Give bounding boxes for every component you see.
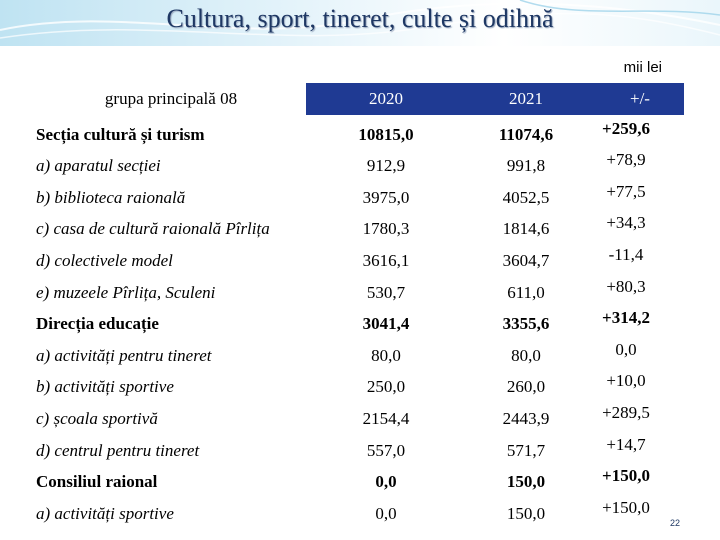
table-row: e) muzeele Pîrlița, Sculeni 530,7 611,0 +80… [0, 273, 720, 305]
table-row: a) aparatul secției 912,9 991,8 +78,9 [0, 147, 720, 179]
row-label: d) centrul pentru tineret [36, 440, 200, 460]
table-row: c) casa de cultură raională Pîrlița 1780,… [0, 210, 720, 242]
value-2021: 3604,7 [502, 250, 550, 270]
value-2020: 530,7 [366, 282, 406, 302]
value-2020: 3616,1 [362, 250, 410, 270]
value-2021: 2443,9 [502, 408, 550, 428]
table-row: Direcția educație 3041,4 3355,6 +314,2 [0, 305, 720, 337]
value-2020: 250,0 [366, 377, 406, 397]
value-diff: +80,3 [606, 276, 646, 296]
table-row: a) activități sportive 0,0 150,0 +150,0 [0, 494, 720, 526]
page-title: Cultura, sport, tineret, culte și odihnă [166, 4, 554, 33]
table-row: a) activități pentru tineret 80,0 80,0 0,0 [0, 336, 720, 368]
value-2020: 80,0 [371, 345, 401, 365]
page-number: 22 [669, 518, 680, 528]
value-2021: 260,0 [506, 377, 546, 397]
header-group-label: grupa principală 08 [104, 89, 238, 108]
table-row: d) centrul pentru tineret 557,0 571,7 +14,7 [0, 431, 720, 463]
value-diff: +14,7 [606, 434, 646, 454]
value-2021: 80,0 [511, 345, 541, 365]
table-row: b) biblioteca raională 3975,0 4052,5 +77,5 [0, 178, 720, 210]
header-group: grupa principală 08 [36, 83, 306, 115]
value-2021: 3355,6 [502, 314, 550, 334]
header-2020: 2020 [369, 89, 403, 108]
value-2020: 0,0 [375, 503, 397, 523]
table-row: Secția cultură și turism 10815,0 11074,6 +2… [0, 115, 720, 147]
value-2020: 912,9 [366, 156, 406, 176]
value-2020: 3041,4 [362, 314, 410, 334]
value-2021: 571,7 [506, 440, 546, 460]
header-2021: 2021 [509, 89, 543, 108]
value-diff: +77,5 [606, 181, 646, 201]
value-2021: 150,0 [506, 503, 546, 523]
title-band: Cultura, sport, tineret, culte și odihnă [0, 0, 720, 46]
table-row: d) colectivele model 3616,1 3604,7 -11,4 [0, 241, 720, 273]
row-label: Secția cultură și turism [36, 124, 205, 144]
value-2021: 150,0 [506, 472, 546, 492]
value-2021: 4052,5 [502, 187, 550, 207]
value-2021: 11074,6 [498, 124, 554, 144]
value-diff: +289,5 [602, 402, 650, 422]
value-diff: +150,0 [602, 497, 650, 517]
value-diff: +34,3 [606, 213, 646, 233]
row-label: b) biblioteca raională [36, 187, 186, 207]
value-diff: +259,6 [602, 118, 650, 138]
value-2021: 1814,6 [502, 219, 550, 239]
row-label: Consiliul raional [36, 472, 158, 492]
row-label: a) aparatul secției [36, 156, 161, 176]
value-2020: 10815,0 [358, 124, 414, 144]
unit-label: mii lei [623, 59, 662, 76]
value-2020: 3975,0 [362, 187, 410, 207]
value-diff: +150,0 [602, 466, 650, 486]
row-label: a) activități pentru tineret [36, 345, 212, 365]
table-row: Consiliul raional 0,0 150,0 +150,0 [0, 463, 720, 495]
row-label: d) colectivele model [36, 250, 173, 270]
value-diff: -11,4 [608, 244, 644, 264]
row-label: b) activități sportive [36, 377, 174, 397]
row-label: e) muzeele Pîrlița, Sculeni [36, 282, 216, 302]
table-body: Secția cultură și turism 10815,0 11074,6 +2… [0, 115, 720, 526]
value-diff: +10,0 [606, 371, 646, 391]
row-label: c) școala sportivă [36, 408, 158, 428]
table-row: c) școala sportivă 2154,4 2443,9 +289,5 [0, 399, 720, 431]
row-label: c) casa de cultură raională Pîrlița [36, 219, 270, 239]
value-diff: 0,0 [615, 339, 637, 359]
value-diff: +78,9 [606, 150, 646, 170]
value-2020: 557,0 [366, 440, 406, 460]
value-diff: +314,2 [602, 308, 650, 328]
value-2020: 0,0 [375, 472, 397, 492]
value-2020: 1780,3 [362, 219, 410, 239]
value-2021: 611,0 [507, 282, 545, 302]
value-2021: 991,8 [506, 156, 546, 176]
row-label: a) activități sportive [36, 503, 174, 523]
header-diff: +/- [630, 89, 650, 108]
decorative-swirl [0, 0, 720, 39]
row-label: Direcția educație [36, 314, 159, 334]
value-2020: 2154,4 [362, 408, 410, 428]
table-row: b) activități sportive 250,0 260,0 +10,0 [0, 368, 720, 400]
